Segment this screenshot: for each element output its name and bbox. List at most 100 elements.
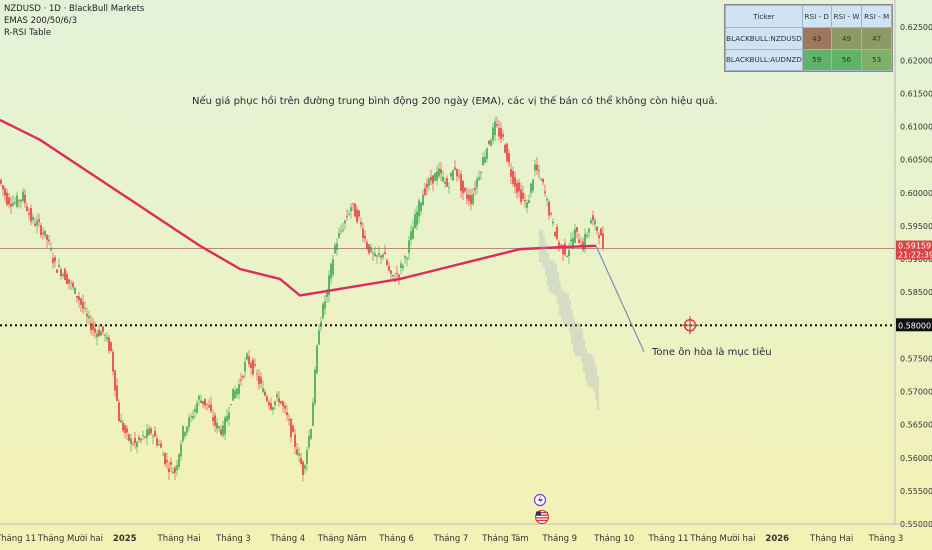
candle-body: [112, 351, 114, 372]
countdown-label: 21:22:39: [898, 251, 932, 260]
y-tick-label: 0.59500: [900, 222, 932, 231]
candle-body: [56, 269, 58, 273]
candle-body: [420, 202, 422, 212]
candle-body: [466, 194, 468, 199]
x-tick-label: Tháng Mười hai: [37, 533, 103, 544]
candle-body: [164, 453, 166, 465]
candle-body: [286, 412, 288, 416]
candle-body: [344, 220, 346, 224]
candle-body: [18, 200, 20, 202]
candle-body: [494, 121, 496, 136]
candle-body: [464, 187, 466, 192]
candle-body: [470, 195, 472, 205]
candle-body: [0, 179, 2, 184]
y-tick-label: 0.60000: [900, 189, 932, 198]
flash-bolt-glyph: [538, 495, 543, 505]
candle-body: [32, 216, 34, 221]
candle-body: [396, 272, 398, 275]
candle-body: [288, 419, 290, 421]
candle-body: [354, 203, 356, 217]
candle-body: [202, 401, 204, 405]
rsi-cell-m: 53: [861, 48, 892, 71]
rsi-cell-w: 56: [830, 48, 863, 71]
candle-body: [264, 391, 266, 396]
candle-body: [216, 422, 218, 429]
candle-body: [160, 443, 162, 448]
candle-body: [370, 246, 372, 252]
candle-body: [238, 384, 240, 394]
rsi-header-m: RSI - M: [861, 5, 892, 28]
candle-body: [406, 258, 408, 260]
y-tick-label: 0.56500: [900, 421, 932, 430]
candle-body: [514, 177, 516, 187]
candle-body: [598, 235, 600, 239]
candle-body: [252, 359, 254, 375]
candle-body: [390, 270, 392, 274]
symbol-legend[interactable]: NZDUSD · 1D · BlackBull Markets: [4, 4, 145, 14]
x-tick-label: Tháng 7: [433, 534, 469, 544]
candle-body: [434, 173, 436, 181]
candle-body: [586, 234, 588, 237]
rsi-table-indicator-legend[interactable]: R-RSI Table: [4, 28, 52, 38]
candle-body: [600, 228, 602, 236]
candle-body: [578, 239, 580, 244]
x-tick-label: Tháng 3: [868, 534, 904, 544]
candle-body: [204, 398, 206, 406]
candle-body: [68, 279, 70, 284]
candle-body: [418, 200, 420, 217]
candle-body: [54, 257, 56, 262]
candle-body: [218, 426, 220, 429]
candle-body: [436, 171, 438, 181]
candle-body: [592, 215, 594, 221]
candle-body: [278, 398, 280, 403]
candle-body: [506, 143, 508, 161]
candle-body: [192, 416, 194, 419]
candle-body: [324, 301, 326, 309]
candle-body: [128, 434, 130, 441]
candle-body: [528, 200, 530, 204]
candle-body: [44, 230, 46, 236]
y-tick-label: 0.59000: [900, 255, 932, 264]
candle-body: [170, 461, 172, 465]
candle-body: [456, 168, 458, 177]
candle-body: [588, 228, 590, 233]
candle-body: [498, 128, 500, 137]
candle-body: [70, 282, 72, 284]
candle-body: [28, 213, 30, 215]
rsi-cell-m: 47: [861, 27, 892, 50]
candle-body: [468, 194, 470, 201]
candle-body: [432, 175, 434, 184]
candle-body: [200, 400, 202, 403]
candle-body: [486, 148, 488, 159]
candle-body: [574, 229, 576, 243]
candle-body: [180, 444, 182, 457]
candle-body: [540, 179, 542, 181]
rsi-header-w: RSI - W: [830, 5, 863, 28]
candle-body: [50, 248, 52, 251]
candle-body: [380, 255, 382, 258]
candle-body: [594, 220, 596, 225]
candle-body: [524, 199, 526, 202]
y-tick-label: 0.57500: [900, 354, 932, 363]
candle-body: [496, 124, 498, 126]
candle-body: [212, 417, 214, 422]
candle-body: [328, 275, 330, 295]
candle-body: [262, 388, 264, 393]
candle-body: [110, 342, 112, 351]
candle-body: [398, 274, 400, 278]
rsi-header-ticker: Ticker: [725, 5, 803, 28]
candle-body: [48, 239, 50, 242]
candle-body: [320, 321, 322, 327]
candle-body: [214, 415, 216, 426]
candle-body: [520, 189, 522, 202]
candle-body: [150, 428, 152, 434]
candle-body: [22, 191, 24, 201]
candle-body: [40, 225, 42, 235]
y-tick-label: 0.61000: [900, 123, 932, 132]
candle-body: [118, 402, 120, 422]
ema-indicator-legend[interactable]: EMAS 200/50/6/3: [4, 16, 78, 26]
candle-body: [12, 202, 14, 206]
candle-body: [8, 197, 10, 205]
